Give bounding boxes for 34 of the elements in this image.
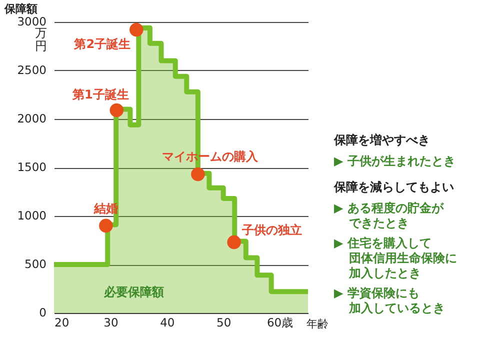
text: 万円 xyxy=(35,26,47,53)
x-tick-label: 40 xyxy=(160,316,175,330)
x-tick-label: 20 xyxy=(54,316,70,330)
x-tick-label: 30 xyxy=(104,316,118,330)
y-tick-label: 1500 xyxy=(17,160,46,174)
point xyxy=(130,22,144,37)
y-axis-title: 保障額 xyxy=(4,2,38,16)
text: できたとき xyxy=(348,216,410,231)
point xyxy=(227,235,241,250)
y-tick-label: 0 xyxy=(39,306,46,320)
x-tick-label: 50 xyxy=(216,316,232,330)
point xyxy=(191,167,205,182)
y-tick-label: 1000 xyxy=(17,208,46,222)
series-label: 必要保障額 xyxy=(103,285,164,299)
text: 団体信用生命保険に xyxy=(348,251,458,266)
x-axis-title: 年齢 xyxy=(306,318,328,330)
point xyxy=(99,218,113,233)
annotation: 子供の独立 xyxy=(241,223,302,238)
y-tick-label: 3000 xyxy=(17,14,46,28)
y-tick-label: 2500 xyxy=(17,63,46,77)
y-tick-label: 2000 xyxy=(17,112,46,126)
text: 保障を減らしてもよい xyxy=(334,179,455,196)
x-tick-label: 60歳 xyxy=(266,316,294,330)
y-tick-label: 500 xyxy=(24,257,46,271)
text: 加入しているとき xyxy=(348,301,446,316)
text: 加入したとき xyxy=(348,266,422,281)
text: ▶ 子供が生まれたとき xyxy=(334,154,456,169)
text: ▶ 学資保険にも xyxy=(334,286,420,301)
point xyxy=(110,103,124,118)
text: ▶ ある程度の貯金が xyxy=(334,201,445,216)
annotation: 第1子誕生 xyxy=(71,87,129,102)
text: ▶ 住宅を購入して xyxy=(334,236,432,251)
annotation: 第2子誕生 xyxy=(73,36,131,51)
text: 保障を増やすべき xyxy=(334,132,431,149)
